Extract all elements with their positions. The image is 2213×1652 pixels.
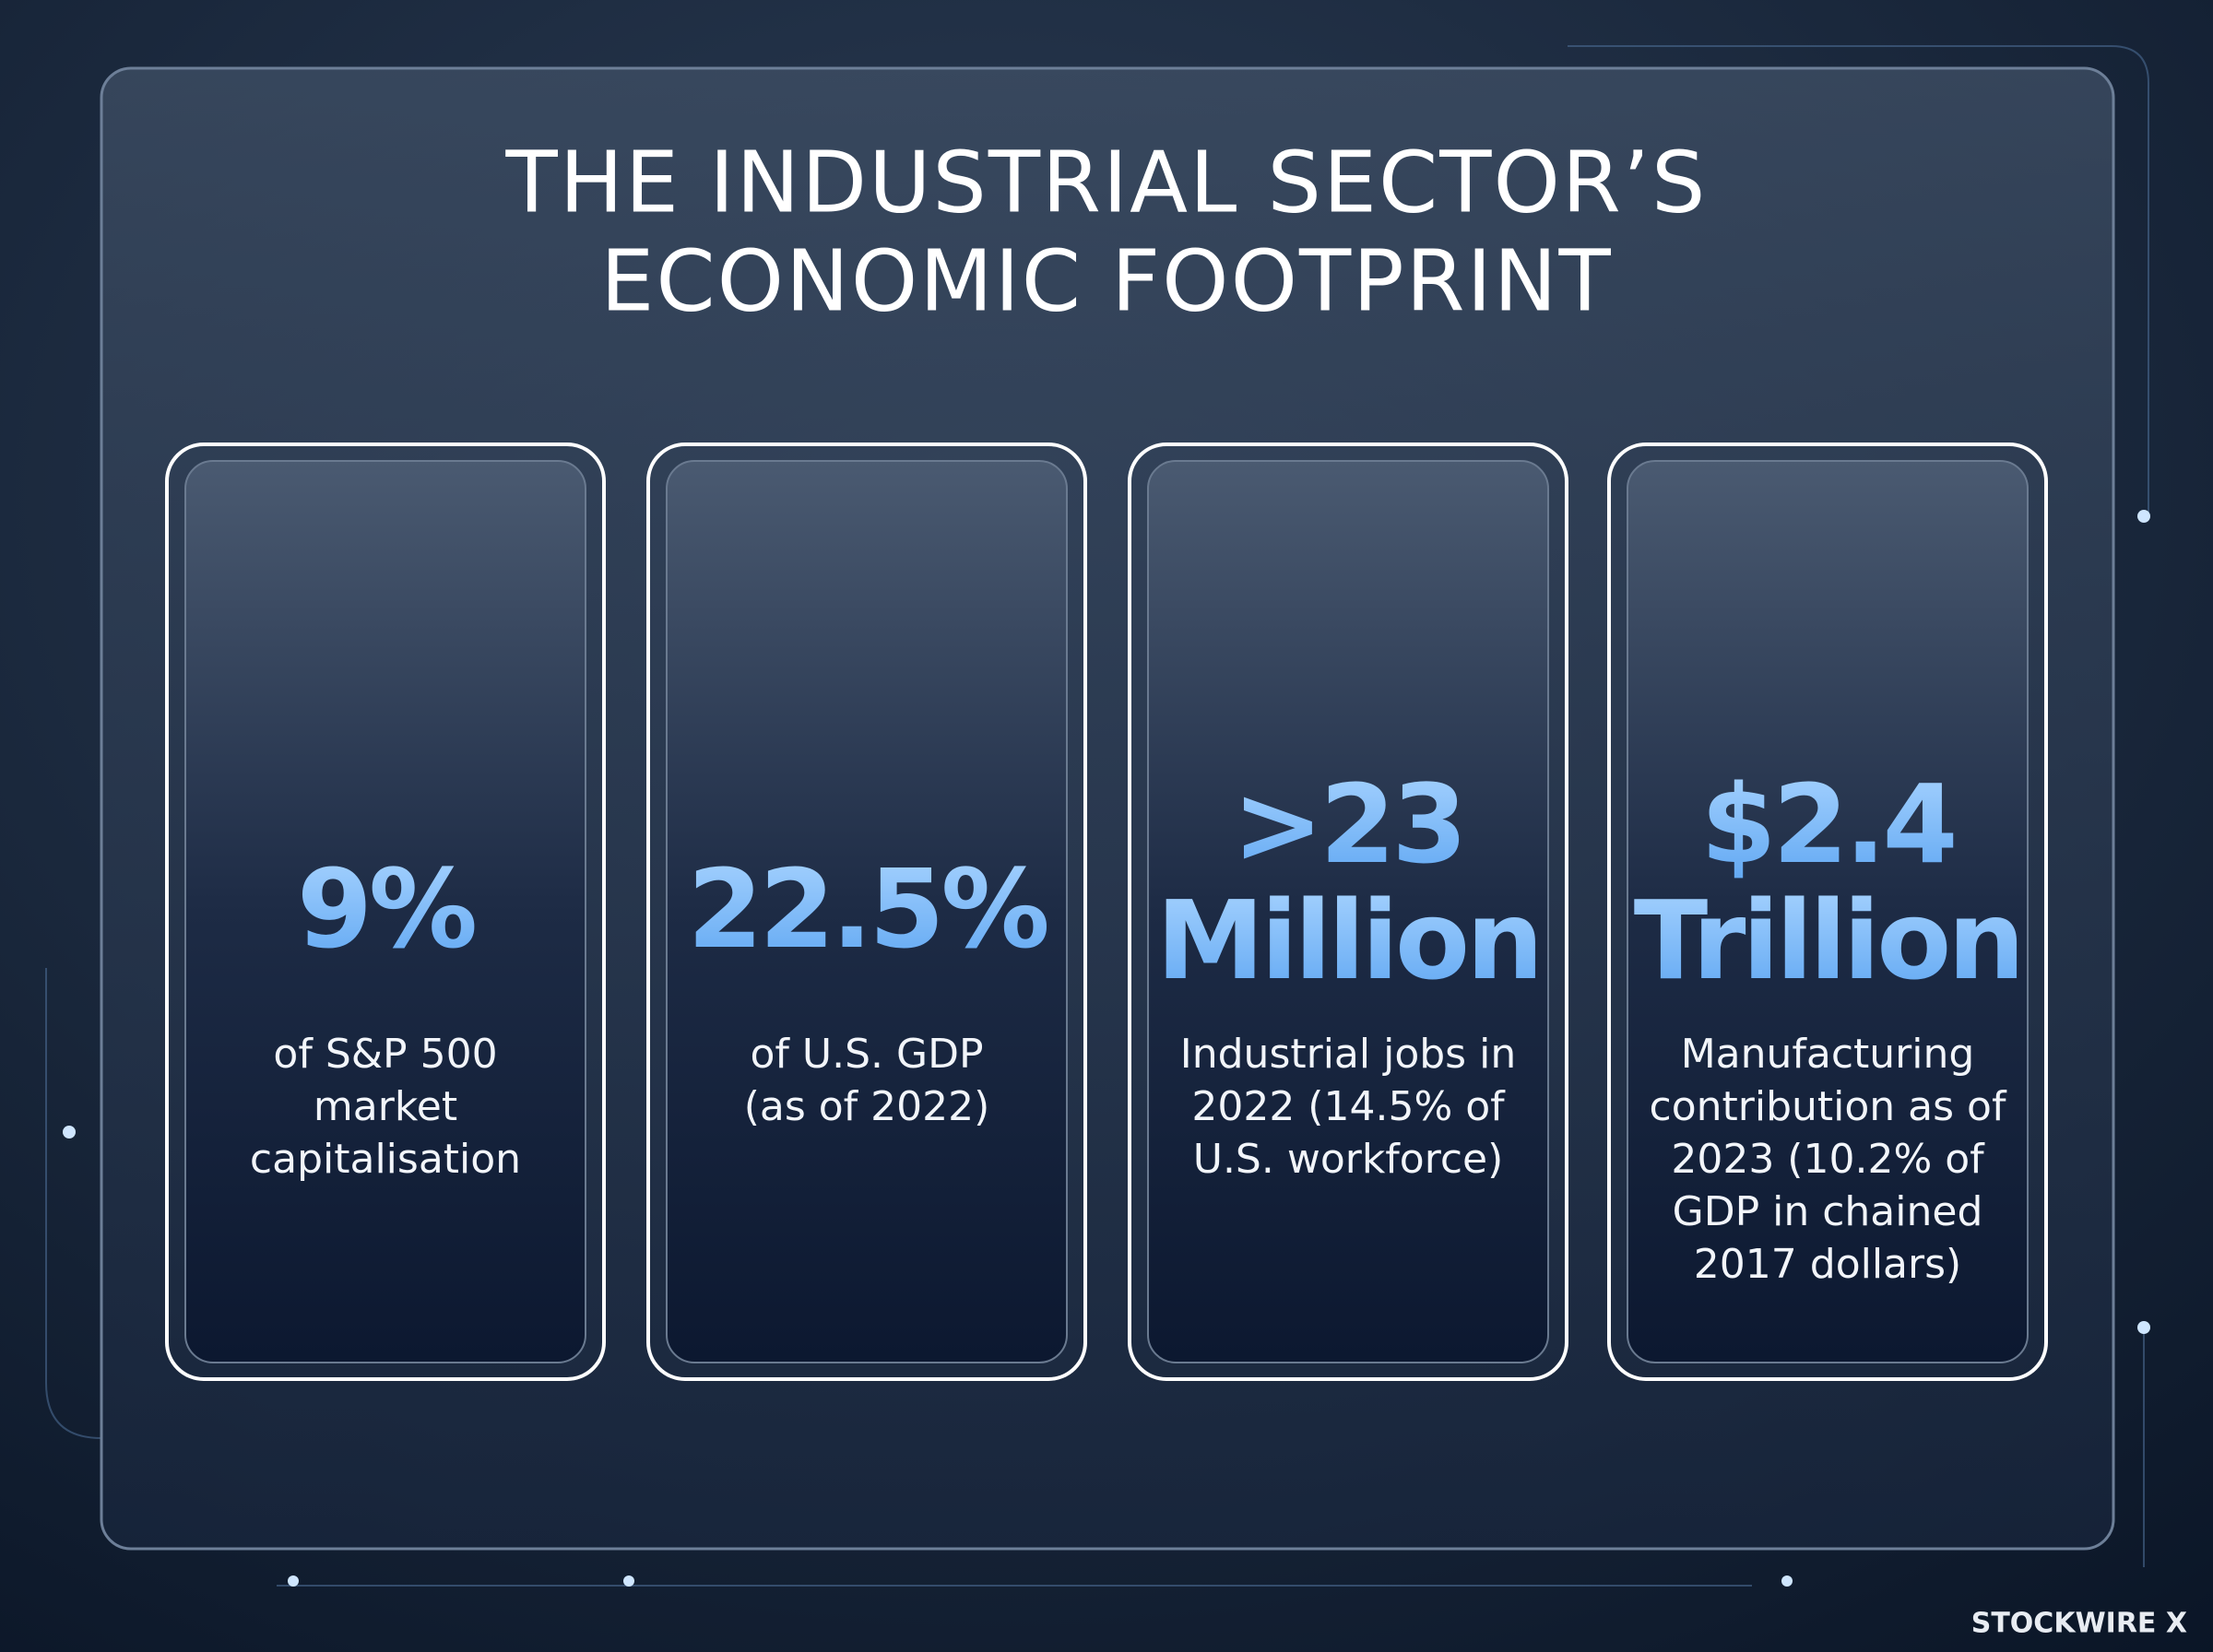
title-line: THE INDUSTRIAL SECTOR’S bbox=[505, 133, 1708, 231]
card-body bbox=[1147, 460, 1549, 1363]
card-body bbox=[1627, 460, 2029, 1363]
stat-description: (as of 2022) bbox=[744, 1083, 990, 1130]
stat-description: contribution as of bbox=[1650, 1083, 2007, 1130]
stat-description: 2017 dollars) bbox=[1694, 1241, 1961, 1288]
stat-value: Million bbox=[1156, 877, 1540, 1004]
stat-description: of S&P 500 bbox=[273, 1031, 497, 1078]
cards: 9% of S&P 500 market capitalisation 22.5% of … bbox=[165, 442, 2048, 1381]
stat-description: Industrial jobs in bbox=[1180, 1031, 1516, 1078]
stat-value: $2.4 bbox=[1700, 761, 1954, 888]
card-outline bbox=[646, 442, 1087, 1381]
stat-description: Manufacturing bbox=[1681, 1031, 1975, 1078]
stat-card: 22.5% of U.S. GDP (as of 2022) bbox=[646, 442, 1087, 1381]
stat-description: market bbox=[314, 1083, 457, 1130]
circuit-lines bbox=[45, 45, 2149, 1587]
stat-description: capitalisation bbox=[250, 1136, 521, 1183]
stat-value: 22.5% bbox=[687, 845, 1047, 973]
card-body bbox=[666, 460, 1068, 1363]
card-body bbox=[184, 460, 586, 1363]
stat-value: >23 bbox=[1232, 761, 1463, 888]
card-outline bbox=[165, 442, 606, 1381]
brand-logo: STOCKWIRE X bbox=[1971, 1608, 2187, 1640]
stat-description: of U.S. GDP bbox=[751, 1031, 984, 1078]
stat-value: 9% bbox=[297, 845, 475, 973]
stat-description: 2022 (14.5% of bbox=[1191, 1083, 1506, 1130]
card-outline bbox=[1607, 442, 2048, 1381]
stat-description: GDP in chained bbox=[1673, 1188, 1983, 1235]
glow-dots bbox=[63, 510, 2150, 1587]
stat-card: 9% of S&P 500 market capitalisation bbox=[165, 442, 606, 1381]
stat-description: U.S. workforce) bbox=[1193, 1136, 1504, 1183]
stat-value: Trillion bbox=[1634, 877, 2022, 1004]
stat-description: 2023 (10.2% of bbox=[1671, 1136, 1985, 1183]
title-line: ECONOMIC FOOTPRINT bbox=[600, 231, 1613, 330]
card-outline bbox=[1128, 442, 1568, 1381]
